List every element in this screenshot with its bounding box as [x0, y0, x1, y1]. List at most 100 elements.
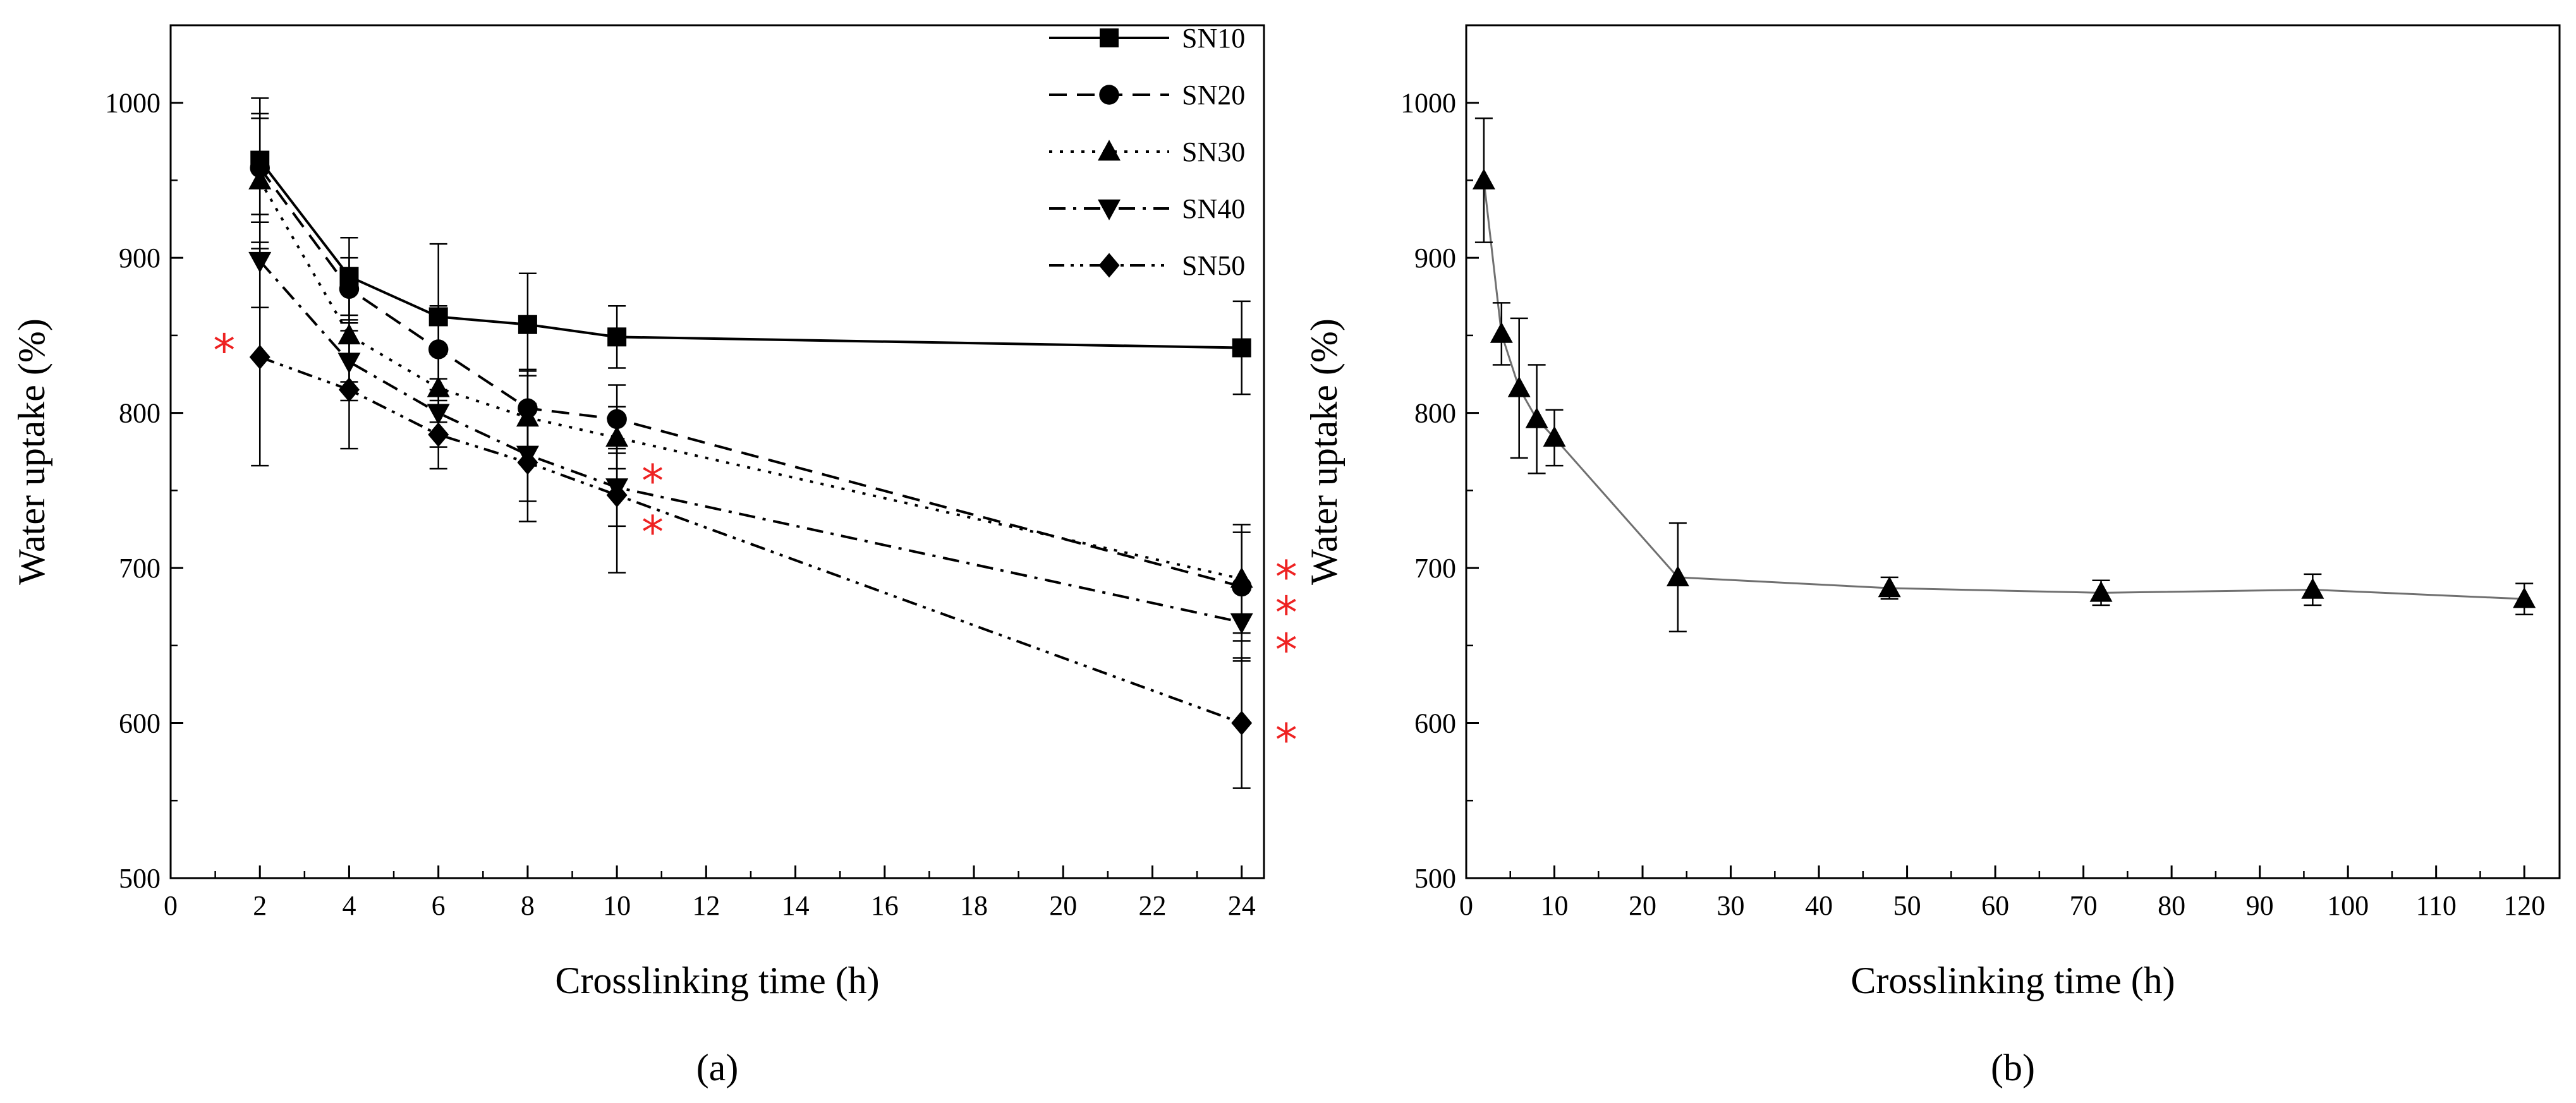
marker-sn30: [1472, 168, 1495, 190]
series-sn40: [248, 214, 1253, 662]
legend-item-sn30: SN30: [1049, 136, 1245, 167]
x-tick-label: 24: [1228, 890, 1256, 921]
significance-annotations: *******: [213, 325, 1297, 766]
x-tick-label: 6: [432, 890, 446, 921]
y-axis-ticks: 500 600 700 800 900 1000: [105, 88, 183, 894]
legend-label-sn40: SN40: [1182, 193, 1245, 224]
significance-star: *: [213, 325, 235, 377]
y-tick-label: 600: [119, 708, 161, 739]
marker-sn40: [1098, 199, 1121, 220]
marker-sn50: [1231, 711, 1253, 736]
x-tick-label: 30: [1717, 890, 1745, 921]
series-sn10: [250, 97, 1251, 395]
series-sn50: [249, 248, 1253, 789]
series-line-sn30: [258, 179, 1242, 581]
series-sn30: [1472, 118, 2536, 632]
x-tick-label: 0: [164, 890, 178, 921]
x-tick-label: 40: [1805, 890, 1833, 921]
legend-label-sn10: SN10: [1182, 23, 1245, 54]
y-tick-label: 800: [119, 398, 161, 429]
marker-sn50: [428, 422, 449, 447]
y-tick-label: 900: [1414, 243, 1456, 274]
marker-sn40: [1230, 613, 1253, 634]
panel-label: (a): [696, 1047, 739, 1088]
x-tick-label: 8: [521, 890, 535, 921]
x-axis-title: Crosslinking time (h): [1850, 960, 2175, 1001]
x-tick-label: 22: [1138, 890, 1166, 921]
marker-sn50: [606, 483, 628, 508]
legend-item-sn50: SN50: [1049, 250, 1245, 281]
series-sn30: [248, 118, 1253, 634]
x-tick-label: 120: [2503, 890, 2545, 921]
x-axis-title: Crosslinking time (h): [555, 960, 879, 1001]
significance-star: *: [641, 455, 664, 507]
chart-panel-a: 0 2 4 6 8 10 12 14 16 18 20 22 245006007008009001000…: [11, 23, 1297, 1088]
series-sn20: [250, 112, 1252, 642]
x-tick-label: 12: [692, 890, 720, 921]
x-tick-label: 4: [342, 890, 356, 921]
marker-sn50: [249, 344, 270, 370]
marker-sn30: [2513, 587, 2536, 608]
series-line-sn20: [258, 167, 1242, 588]
series-line-sn40: [258, 260, 1242, 624]
x-tick-label: 50: [1893, 890, 1921, 921]
plot-frame: [1465, 24, 2561, 879]
y-axis-ticks: 500 600 700 800 900 1000: [1400, 88, 1479, 894]
y-tick-label: 700: [119, 553, 161, 584]
x-tick-label: 80: [2158, 890, 2185, 921]
x-tick-label: 2: [253, 890, 267, 921]
significance-star: *: [641, 506, 664, 558]
marker-sn30: [248, 168, 272, 190]
x-tick-label: 0: [1459, 890, 1473, 921]
marker-sn30: [2089, 581, 2113, 602]
x-tick-label: 110: [2415, 890, 2456, 921]
significance-star: *: [1275, 587, 1297, 639]
marker-sn30: [1098, 140, 1121, 161]
series-line-sn30: [1483, 180, 2525, 600]
marker-sn30: [1543, 426, 1566, 447]
marker-sn10: [607, 327, 627, 347]
y-tick-label: 500: [1414, 863, 1456, 894]
marker-sn30: [2301, 577, 2324, 599]
marker-sn30: [1666, 565, 1689, 587]
chart-panel-b: 0 10 20 30 40 50 60 70 80 90 100 110 120 500 600 700 800…: [1303, 24, 2561, 1088]
significance-star: *: [1275, 624, 1297, 676]
y-tick-label: 600: [1414, 708, 1456, 739]
x-tick-label: 60: [1981, 890, 2009, 921]
x-tick-label: 16: [871, 890, 899, 921]
marker-sn10: [1232, 338, 1251, 358]
marker-sn50: [517, 450, 538, 475]
legend: SN10 SN20 SN30 SN40 SN50: [1049, 23, 1245, 281]
panel-label: (b): [1991, 1047, 2035, 1088]
x-axis-ticks: 0 2 4 6 8 10 12 14 16 18 20 22 24: [164, 865, 1256, 921]
x-tick-label: 70: [2070, 890, 2098, 921]
x-tick-label: 20: [1629, 890, 1656, 921]
significance-star: *: [1275, 552, 1297, 603]
y-axis-title: Water uptake (%): [11, 318, 52, 585]
y-tick-label: 500: [119, 863, 161, 894]
x-tick-label: 10: [1541, 890, 1569, 921]
x-tick-label: 10: [603, 890, 631, 921]
y-tick-label: 900: [119, 243, 161, 274]
y-tick-label: 800: [1414, 398, 1456, 429]
x-tick-label: 14: [782, 890, 810, 921]
marker-sn30: [1525, 407, 1548, 428]
significance-star: *: [1275, 714, 1297, 766]
x-tick-label: 18: [960, 890, 988, 921]
marker-sn50: [1098, 253, 1120, 278]
marker-sn30: [1490, 322, 1513, 343]
y-tick-label: 700: [1414, 553, 1456, 584]
marker-sn50: [338, 377, 360, 402]
marker-sn30: [1230, 567, 1253, 588]
y-tick-label: 1000: [1400, 88, 1456, 119]
legend-label-sn50: SN50: [1182, 250, 1245, 281]
marker-sn30: [1507, 376, 1531, 397]
marker-sn10: [518, 315, 537, 334]
series-line-sn10: [258, 159, 1242, 349]
marker-sn30: [1878, 576, 1901, 598]
legend-item-sn10: SN10: [1049, 23, 1245, 54]
x-tick-label: 100: [2327, 890, 2369, 921]
x-tick-label: 90: [2246, 890, 2274, 921]
